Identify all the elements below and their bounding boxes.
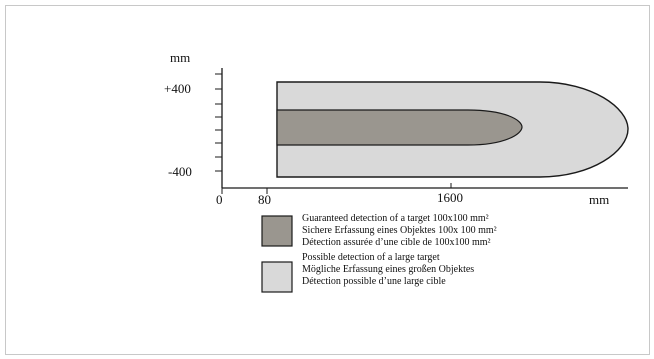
- figure-frame: [5, 5, 650, 355]
- y-tick-plus400: +400: [164, 81, 191, 96]
- x-tick-1600: 1600: [437, 190, 463, 205]
- legend-possible-fr: Détection possible d’une large cible: [302, 276, 446, 287]
- x-tick-0: 0: [216, 192, 223, 207]
- legend-swatch-possible: [261, 261, 293, 293]
- legend-possible-de: Mögliche Erfassung eines großen Objektes: [302, 264, 474, 275]
- y-tick-minus400: -400: [168, 164, 192, 179]
- x-axis-unit: mm: [589, 192, 609, 207]
- legend-guaranteed-fr: Détection assurée d’une cible de 100x100…: [302, 237, 491, 248]
- x-axis-ticks: [221, 183, 452, 194]
- legend-guaranteed-de: Sichere Erfassung eines Objektes 100x 10…: [302, 225, 497, 236]
- y-axis-unit: mm: [170, 50, 190, 65]
- legend-guaranteed-en: Guaranteed detection of a target 100x100…: [302, 213, 489, 224]
- legend-possible-en: Possible detection of a large target: [302, 252, 440, 263]
- guaranteed-detection-zone: [276, 109, 523, 146]
- y-axis-minor-ticks: [215, 73, 222, 172]
- x-tick-80: 80: [258, 192, 271, 207]
- legend-swatch-guaranteed: [261, 215, 293, 247]
